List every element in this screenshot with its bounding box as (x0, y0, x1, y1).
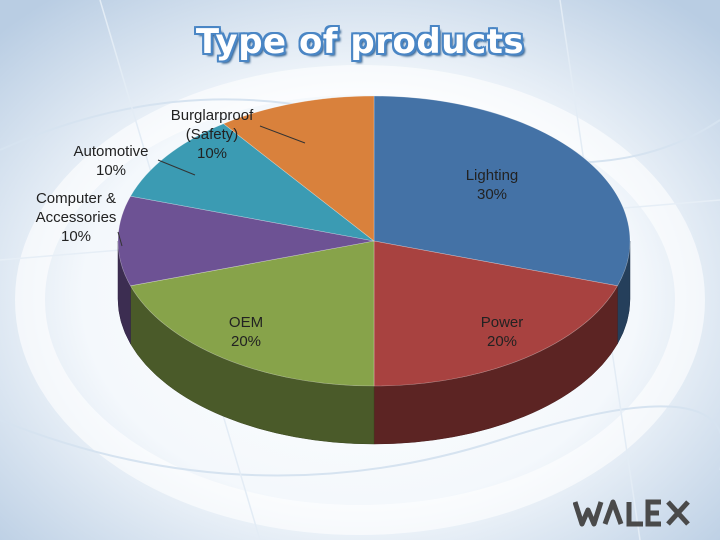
slice-label-5: Burglarproof (Safety) 10% (171, 107, 254, 162)
slice-name-4-0: Automotive (73, 143, 148, 160)
slice-name-1-0: Power (481, 314, 524, 331)
slice-label-2: OEM 20% (229, 314, 263, 350)
pie-slice-1 (373, 240, 618, 387)
leader-line-3 (117, 231, 123, 247)
slice-pct-3: 10% (61, 228, 91, 245)
leader-line-5 (259, 125, 306, 144)
slice-name-5-1: (Safety) (186, 126, 239, 143)
pie-slice-3 (117, 195, 375, 287)
slice-pct-2: 20% (231, 333, 261, 350)
slice-pct-5: 10% (197, 145, 227, 162)
slice-name-3-0: Computer & (36, 190, 116, 207)
slice-label-3: Computer & Accessories 10% (36, 190, 117, 245)
slice-pct-4: 10% (96, 162, 126, 179)
slice-pct-0: 30% (477, 186, 507, 203)
slice-labels: Lighting 30% Power 20% OEM 20% Computer & Acces… (36, 107, 524, 350)
leader-line-4 (157, 159, 196, 176)
label-leader-lines (117, 125, 306, 247)
slice-name-5-0: Burglarproof (171, 107, 254, 124)
slice-label-0: Lighting 30% (466, 167, 519, 203)
slice-name-0-0: Lighting (466, 167, 519, 184)
slice-pct-1: 20% (487, 333, 517, 350)
slice-name-3-1: Accessories (36, 209, 117, 226)
pie-slices (117, 95, 631, 387)
pie-slice-0 (373, 95, 631, 287)
slice-label-4: Automotive 10% (73, 143, 148, 179)
pie-slice-4 (130, 123, 375, 242)
slice-label-1: Power 20% (481, 314, 524, 350)
walex-logo (573, 499, 690, 527)
slice-name-2-0: OEM (229, 314, 263, 331)
pie-slice-2 (130, 240, 375, 387)
pie-slice-5 (222, 95, 375, 242)
chart-title: Type of products (195, 22, 525, 62)
